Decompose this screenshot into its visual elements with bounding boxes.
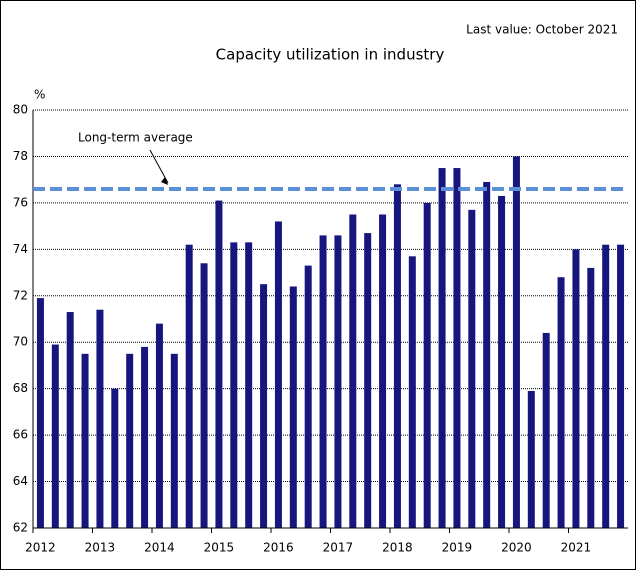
- bar: [170, 353, 178, 528]
- annotation: Long-term average: [78, 131, 193, 145]
- bar: [587, 267, 595, 528]
- bar: [81, 353, 89, 528]
- x-tick-label: 2015: [204, 541, 235, 555]
- subtitle: Last value: October 2021: [466, 23, 618, 37]
- bar: [572, 249, 580, 529]
- bar: [274, 221, 282, 528]
- bar: [527, 390, 535, 528]
- x-tick-label: 2018: [382, 541, 413, 555]
- x-tick-label: 2017: [323, 541, 354, 555]
- bar: [215, 200, 223, 529]
- y-tick-label: 66: [13, 428, 28, 442]
- y-axis-label: %: [34, 88, 45, 102]
- bar: [512, 156, 520, 528]
- y-tick-label: 80: [13, 103, 28, 117]
- bar: [438, 168, 446, 529]
- bar: [36, 298, 44, 528]
- bar: [155, 323, 163, 528]
- bar: [334, 235, 342, 528]
- bar: [319, 235, 327, 528]
- bar: [602, 244, 610, 528]
- bar: [289, 286, 297, 528]
- bar: [408, 256, 416, 528]
- y-tick-label: 62: [13, 521, 28, 535]
- y-tick-label: 70: [13, 335, 28, 349]
- bar: [423, 202, 431, 528]
- chart-title: Capacity utilization in industry: [216, 46, 445, 64]
- x-tick-label: 2016: [263, 541, 294, 555]
- arrow-head: [161, 176, 168, 185]
- bar: [349, 214, 357, 528]
- bar: [557, 277, 565, 528]
- bar: [66, 312, 74, 528]
- bar: [542, 332, 550, 528]
- x-tick-label: 2019: [442, 541, 473, 555]
- bar: [483, 181, 491, 528]
- bar: [260, 284, 268, 528]
- bar: [364, 233, 372, 529]
- y-tick-label: 64: [13, 474, 28, 488]
- y-tick-label: 78: [13, 149, 28, 163]
- bar: [185, 244, 193, 528]
- y-tick-label: 74: [13, 242, 28, 256]
- y-tick-label: 68: [13, 381, 28, 395]
- bar: [498, 195, 506, 528]
- bar: [393, 184, 401, 529]
- bar: [245, 242, 253, 528]
- bar: [617, 244, 625, 528]
- y-tick-label: 72: [13, 288, 28, 302]
- bar: [453, 168, 461, 529]
- bar: [379, 214, 387, 528]
- bar: [126, 353, 134, 528]
- bar: [230, 242, 238, 528]
- x-tick-label: 2021: [561, 541, 592, 555]
- bar: [304, 265, 312, 528]
- x-tick-label: 2012: [25, 541, 56, 555]
- bar: [111, 388, 119, 528]
- bar: [96, 309, 104, 528]
- y-tick-label: 76: [13, 195, 28, 209]
- x-tick-label: 2014: [144, 541, 175, 555]
- bar: [200, 263, 208, 528]
- bar: [468, 209, 476, 528]
- x-tick-label: 2020: [501, 541, 532, 555]
- bar: [141, 346, 149, 528]
- x-tick-label: 2013: [85, 541, 116, 555]
- bar: [51, 344, 59, 528]
